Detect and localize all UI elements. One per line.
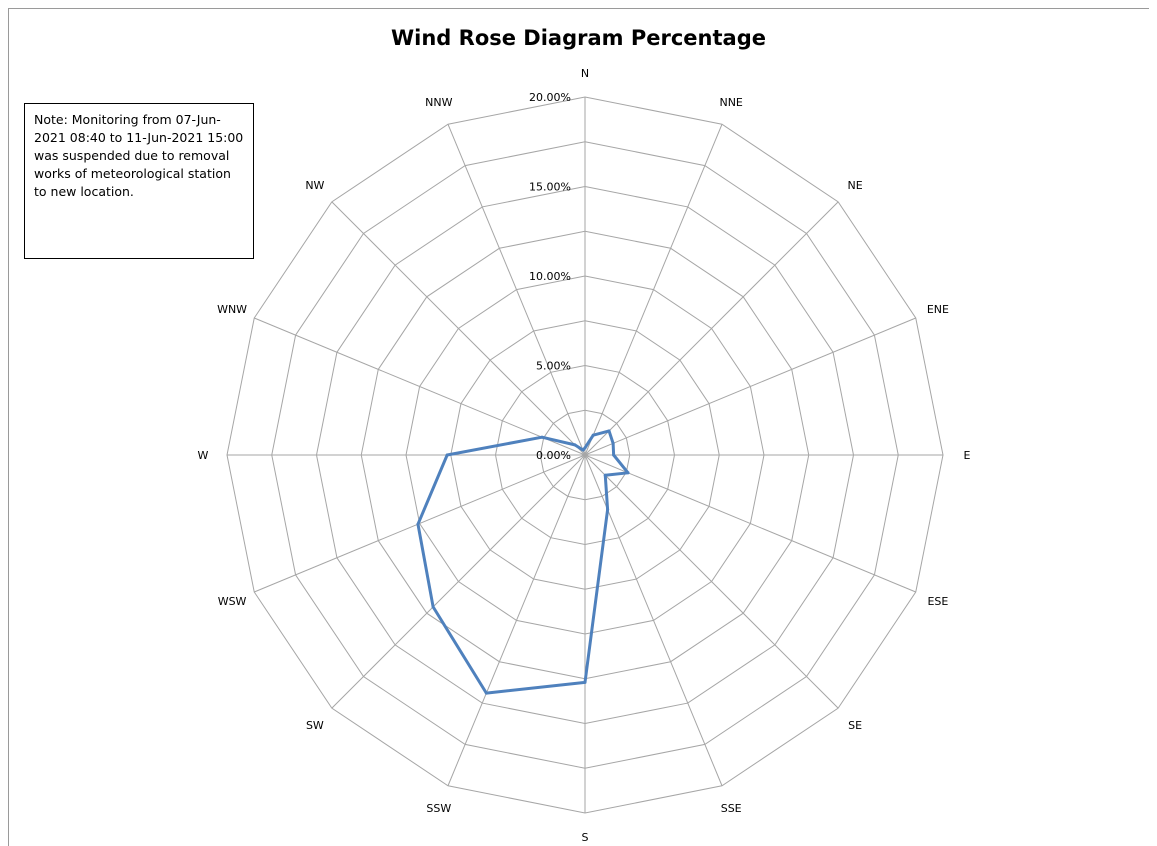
grid-spoke	[584, 317, 916, 456]
data-point-nnw	[581, 448, 585, 452]
grid-spoke	[584, 454, 839, 709]
tick-label: 15.00%	[529, 181, 571, 194]
direction-label-sse: SSE	[721, 802, 742, 815]
direction-label-wsw: WSW	[218, 595, 247, 608]
direction-label-ssw: SSW	[426, 802, 451, 815]
direction-label-n: N	[581, 67, 589, 80]
grid-spoke	[447, 124, 586, 456]
grid-spoke	[584, 454, 916, 593]
tick-label: 0.00%	[536, 449, 571, 462]
tick-label: 5.00%	[536, 360, 571, 373]
grid-spokes	[227, 97, 943, 813]
data-point-sw	[431, 605, 435, 609]
direction-label-nne: NNE	[719, 96, 742, 109]
direction-label-nnw: NNW	[425, 96, 452, 109]
direction-labels: N NNE NE ENE E ESE SE SSE S SSW SW WSW W WNW NW NNW	[198, 67, 971, 844]
grid-spoke	[447, 454, 586, 786]
data-point-n	[583, 446, 587, 450]
data-point-wsw	[416, 522, 420, 526]
grid-spoke	[584, 201, 839, 456]
data-point-ssw	[484, 691, 488, 695]
grid-spoke	[331, 454, 586, 709]
data-point-ene	[611, 441, 615, 445]
data-point-w	[445, 453, 449, 457]
direction-label-nw: NW	[305, 179, 324, 192]
data-point-nw	[573, 443, 577, 447]
tick-label: 10.00%	[529, 270, 571, 283]
note-box: Note: Monitoring from 07-Jun-2021 08:40 …	[24, 103, 254, 259]
series-line	[416, 429, 630, 695]
direction-label-sw: SW	[306, 719, 324, 732]
data-point-ese	[626, 471, 630, 475]
chart-title: Wind Rose Diagram Percentage	[391, 26, 766, 50]
grid-spoke	[331, 201, 586, 456]
data-point-ne	[607, 429, 611, 433]
direction-label-s: S	[582, 831, 589, 844]
direction-label-se: SE	[848, 719, 862, 732]
direction-label-e: E	[964, 449, 971, 462]
direction-label-ne: NE	[848, 179, 863, 192]
grid-spoke	[584, 124, 723, 456]
chart-frame	[8, 8, 1149, 846]
note-text: Note: Monitoring from 07-Jun-2021 08:40 …	[34, 112, 244, 199]
series-layer	[416, 429, 630, 695]
direction-label-ene: ENE	[927, 303, 949, 316]
grid-spoke	[584, 454, 723, 786]
data-point-se	[603, 473, 607, 477]
grid-spoke	[254, 317, 586, 456]
data-point-e	[612, 453, 616, 457]
data-point-s	[583, 680, 587, 684]
direction-label-ese: ESE	[927, 595, 948, 608]
direction-label-wnw: WNW	[217, 303, 247, 316]
tick-label: 20.00%	[529, 91, 571, 104]
data-point-nne	[591, 433, 595, 437]
data-point-wnw	[540, 435, 544, 439]
direction-label-w: W	[198, 449, 209, 462]
tick-labels: 0.00% 5.00% 10.00% 15.00% 20.00%	[529, 91, 571, 462]
data-point-sse	[606, 508, 610, 512]
